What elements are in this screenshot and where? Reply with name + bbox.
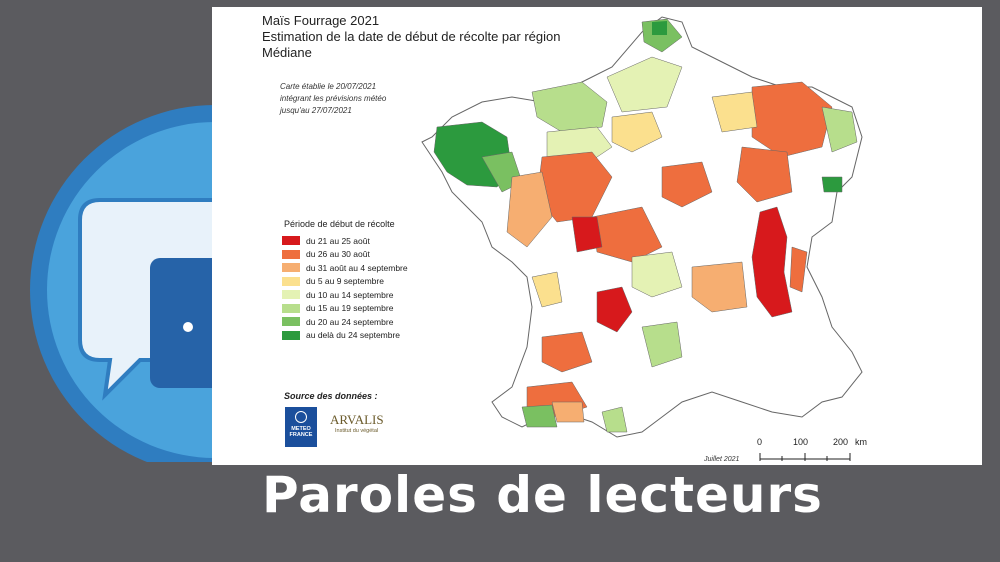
map-note-line3: jusqu'au 27/07/2021 — [280, 106, 352, 115]
legend-label: du 31 août au 4 septembre — [306, 262, 408, 273]
map-note-line1: Carte établie le 20/07/2021 — [280, 82, 377, 91]
map-subtitle: Estimation de la date de début de récolt… — [262, 29, 561, 44]
legend-item: au delà du 24 septembre — [282, 329, 408, 343]
legend-swatch — [282, 236, 300, 246]
arvalis-subtitle: Institut du végétal — [335, 428, 379, 434]
map-note-line2: intégrant les prévisions météo — [280, 94, 387, 103]
source-label: Source des données : — [284, 391, 378, 401]
map-statistic: Médiane — [262, 45, 312, 60]
legend-item: du 5 au 9 septembre — [282, 275, 408, 289]
legend-item: du 15 au 19 septembre — [282, 302, 408, 316]
legend-item: du 31 août au 4 septembre — [282, 261, 408, 275]
legend-item: du 26 au 30 août — [282, 248, 408, 262]
legend-label: au delà du 24 septembre — [306, 330, 401, 341]
legend-label: du 10 au 14 septembre — [306, 289, 394, 300]
legend-label: du 26 au 30 août — [306, 249, 370, 260]
scale-label-100: 100 — [793, 437, 809, 447]
banner-title: Paroles de lecteurs — [262, 466, 823, 524]
meteo-france-mark-icon — [295, 411, 307, 423]
meteo-france-logo: METEO FRANCE — [285, 407, 317, 447]
legend-swatch — [282, 317, 300, 327]
legend-label: du 21 au 25 août — [306, 235, 370, 246]
legend-item: du 21 au 25 août — [282, 234, 408, 248]
legend-swatch — [282, 263, 300, 273]
legend-swatch — [282, 290, 300, 300]
legend: du 21 au 25 août du 26 au 30 août du 31 ao… — [282, 234, 408, 342]
harvest-map-card: Maïs Fourrage 2021 Estimation de la date… — [212, 7, 982, 465]
map-title: Maïs Fourrage 2021 — [262, 13, 380, 28]
france-map — [421, 16, 863, 438]
legend-swatch — [282, 330, 300, 340]
legend-swatch — [282, 276, 300, 286]
legend-title: Période de début de récolte — [284, 219, 395, 229]
legend-item: du 10 au 14 septembre — [282, 288, 408, 302]
legend-label: du 5 au 9 septembre — [306, 276, 384, 287]
scale-label-0: 0 — [757, 437, 763, 447]
scale-label-200: 200 — [833, 437, 849, 447]
arvalis-logo: ARVALIS — [330, 412, 384, 427]
speech-bubbles-icon — [30, 105, 260, 462]
date-note: Juillet 2021 — [704, 456, 740, 463]
scale-bar: 0 100 200 km — [757, 437, 867, 465]
scale-label-unit: km — [855, 437, 867, 447]
legend-swatch — [282, 249, 300, 259]
legend-label: du 15 au 19 septembre — [306, 303, 394, 314]
legend-item: du 20 au 24 septembre — [282, 315, 408, 329]
legend-label: du 20 au 24 septembre — [306, 316, 394, 327]
legend-swatch — [282, 303, 300, 313]
